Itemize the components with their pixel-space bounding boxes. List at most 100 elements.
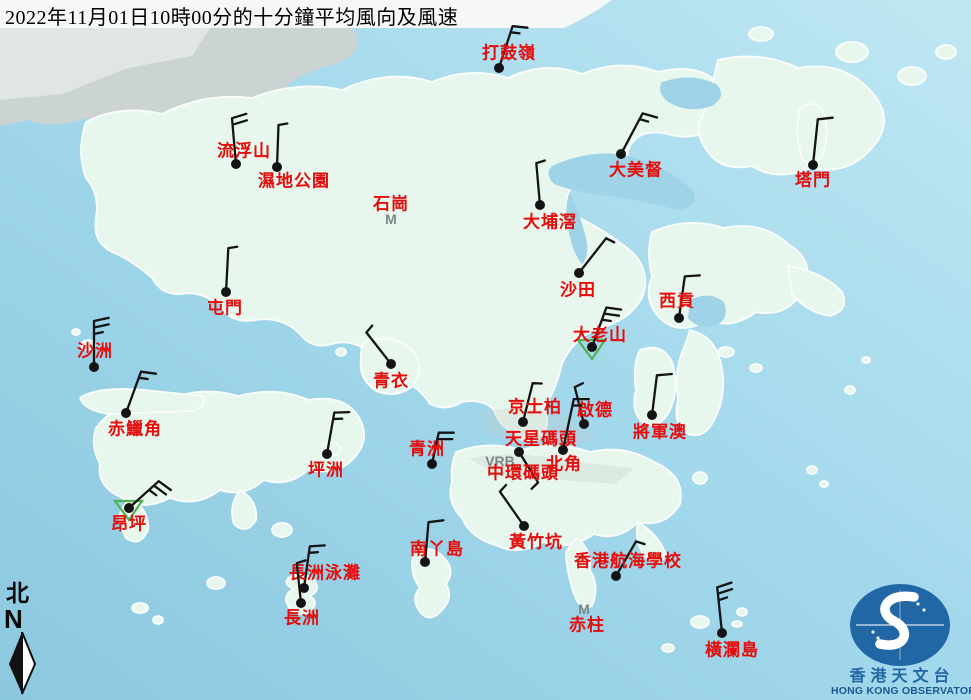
title-band [0,0,612,28]
wind-barb-icon [326,410,351,453]
station-dot [427,459,437,469]
wind-barb-icon [651,372,673,414]
wind-barb-icon [275,122,289,166]
station-label: 濕地公園 [258,171,330,191]
station-dot [89,362,99,372]
station-waglan-island: 橫瀾島 [705,581,759,660]
station-dot [574,268,584,278]
station-label: 大美督 [609,160,663,180]
station-dot [272,162,282,172]
station-dot [558,445,568,455]
station-dot [616,149,626,159]
hko-logo-icon [850,584,950,666]
station-north-point: 北角 [546,397,590,474]
wind-barb-icon [616,540,646,575]
compass-north-letter: N [4,604,23,634]
station-dot [647,410,657,420]
wind-barb-icon [424,519,445,561]
urban-texture [468,407,634,484]
station-ta-kwu-ling: 打鼓嶺 [482,25,536,73]
variable-wind-code: VRB [485,453,515,469]
station-dot [296,598,306,608]
station-peng-chau: 坪洲 [308,410,351,480]
hko-logo[interactable]: 香港天文台 HONG KONG OBSERVATORY [831,582,971,698]
station-tai-po-kau: 大埔滘 [523,159,577,232]
station-dot [231,159,241,169]
station-wong-chuk-hang: 黃竹坑 [498,483,563,552]
station-label: 將軍澳 [633,422,687,442]
station-sha-chau: 沙洲 [77,316,113,372]
station-label: 黃竹坑 [508,532,563,552]
station-label: 青洲 [409,439,445,459]
wind-barb-icon [92,316,110,366]
station-sha-tin: 沙田 [560,237,616,300]
station-tai-mei-tuk: 大美督 [609,112,663,180]
wind-barb-icon [230,112,249,163]
wind-barb-icon [716,581,734,632]
station-cheung-chau: 長洲 [284,559,319,628]
station-sai-kung: 西貢 [659,274,701,323]
station-label: 大埔滘 [523,212,577,232]
station-label: 昂坪 [111,515,147,534]
north-arrow-icon [9,632,37,695]
station-lamma-island: 南丫島 [410,519,464,567]
station-dot [322,449,332,459]
station-label: 沙洲 [77,342,113,361]
station-green-island: 青洲 [409,431,455,469]
station-dot [717,628,727,638]
wind-barb-icon [498,25,529,67]
wind-barb-icon [498,483,524,525]
station-label: 北角 [546,454,582,474]
wind-barb-icon [431,431,455,463]
station-dot [121,408,131,418]
wind-barb-icon [621,112,659,153]
station-tseung-kwan-o: 將軍澳 [633,372,687,442]
hko-name-cjk: 香港天文台 [849,668,955,685]
station-label: 橫瀾島 [705,640,759,660]
station-label: 長洲泳灘 [289,563,361,583]
station-label: 西貢 [659,292,695,311]
station-label: 沙田 [560,281,596,300]
wind-barb-icon [295,559,307,602]
station-dot [420,557,430,567]
wind-barb-icon [812,116,834,164]
station-label: 塔門 [795,170,831,190]
station-dot [611,571,621,581]
wind-barb-icon [591,306,623,346]
wind-barb-icon [579,237,616,272]
station-label: 坪洲 [308,461,344,480]
station-label: 屯門 [207,298,243,318]
station-label: 青衣 [373,371,409,391]
station-label: 流浮山 [217,141,271,161]
wind-barb-icon [535,159,547,204]
station-label: 南丫島 [410,539,464,559]
station-tuen-mun: 屯門 [207,245,243,318]
station-lau-fau-shan: 流浮山 [217,112,271,169]
wind-barb-icon [678,274,701,317]
station-dot [519,521,529,531]
station-stanley: M赤柱 [569,601,605,635]
station-hk-sea-school: 香港航海學校 [574,540,681,581]
station-label: 打鼓嶺 [482,43,536,63]
station-dot [518,417,528,427]
map-title: 2022年11月01日10時00分的十分鐘平均風向及風速 [5,7,459,29]
compass-north-cjk: 北 [6,581,29,606]
station-label: 中環碼頭 [487,463,559,483]
missing-data-code: M [578,601,590,617]
hko-name-en: HONG KONG OBSERVATORY [831,685,971,697]
station-dot [386,359,396,369]
gust-triangle-icon [112,499,145,522]
sea-inlets [206,77,726,340]
station-dot [674,313,684,323]
wind-barb-icon [562,397,590,449]
missing-data-code: M [385,211,397,227]
station-dot [124,503,134,513]
station-dot [221,287,231,297]
station-tsing-yi: 青衣 [365,324,409,391]
station-star-ferry: 天星碼頭 [505,430,576,490]
wind-barb-icon [303,544,326,587]
station-label: 赤鱲角 [108,419,162,439]
station-label: 赤柱 [569,615,605,635]
